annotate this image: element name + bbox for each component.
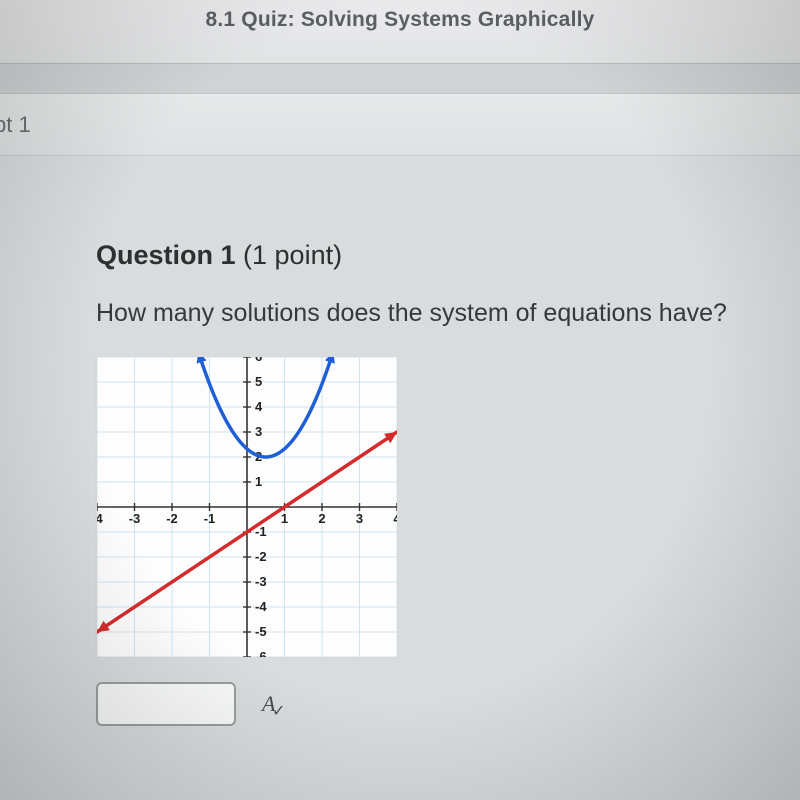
header-gap — [0, 64, 800, 94]
system-graph: -4-3-2-11234-6-5-4-3-2-1123456 — [96, 356, 396, 656]
question-heading: Question 1 (1 point) — [96, 240, 800, 271]
question-panel: Question 1 (1 point) How many solutions … — [0, 156, 800, 726]
attempt-label: pt 1 — [0, 112, 31, 138]
svg-text:-1: -1 — [204, 511, 216, 526]
svg-text:4: 4 — [255, 399, 263, 414]
svg-text:2: 2 — [318, 511, 325, 526]
svg-text:-4: -4 — [97, 511, 104, 526]
svg-text:1: 1 — [255, 474, 262, 489]
question-prompt: How many solutions does the system of eq… — [96, 299, 800, 328]
check-icon: ✓ — [272, 701, 285, 721]
spellcheck-icon[interactable]: A ✓ — [262, 691, 275, 717]
svg-text:3: 3 — [356, 511, 363, 526]
svg-text:-3: -3 — [129, 511, 141, 526]
svg-text:4: 4 — [393, 511, 397, 526]
question-points: (1 point) — [236, 240, 343, 270]
answer-input[interactable] — [96, 682, 236, 726]
question-number: Question 1 — [96, 240, 236, 270]
svg-text:-6: -6 — [255, 649, 267, 657]
header-bar: 8.1 Quiz: Solving Systems Graphically — [0, 0, 800, 64]
svg-text:6: 6 — [255, 357, 262, 364]
svg-text:-5: -5 — [255, 624, 267, 639]
svg-text:-3: -3 — [255, 574, 267, 589]
svg-text:-4: -4 — [255, 599, 267, 614]
svg-text:1: 1 — [281, 511, 288, 526]
attempt-tab-bar: pt 1 — [0, 94, 800, 156]
svg-text:-2: -2 — [166, 511, 178, 526]
svg-text:-2: -2 — [255, 549, 267, 564]
svg-text:3: 3 — [255, 424, 262, 439]
svg-text:5: 5 — [255, 374, 262, 389]
graph-svg: -4-3-2-11234-6-5-4-3-2-1123456 — [97, 357, 397, 657]
answer-row: A ✓ — [96, 682, 800, 726]
quiz-title: 8.1 Quiz: Solving Systems Graphically — [205, 8, 594, 32]
